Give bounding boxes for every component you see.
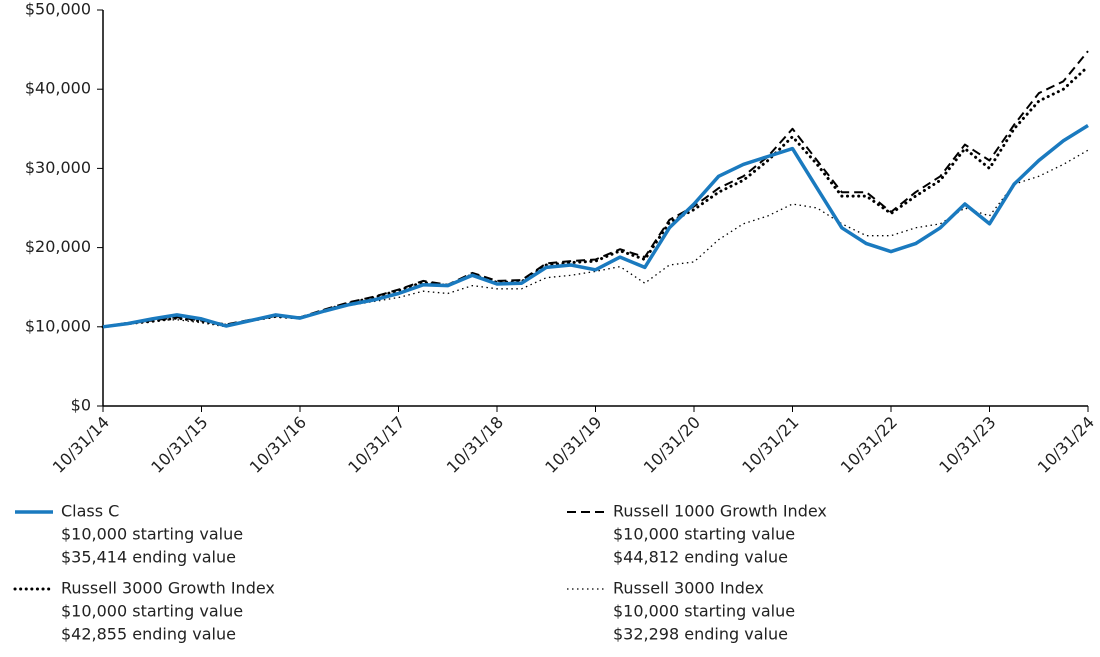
legend-note: $10,000 starting value (613, 602, 795, 621)
y-tick-label: $30,000 (25, 158, 91, 177)
x-tick-label: 10/31/19 (541, 413, 605, 477)
x-tick-label: 10/31/16 (246, 413, 310, 477)
legend-note: $10,000 starting value (613, 525, 795, 544)
legend-note: $10,000 starting value (61, 525, 243, 544)
x-tick-label: 10/31/20 (640, 413, 704, 477)
legend-note: $44,812 ending value (613, 548, 788, 567)
y-tick-label: $20,000 (25, 237, 91, 256)
series-line (102, 50, 1089, 328)
x-tick-label: 10/31/14 (49, 413, 113, 477)
x-tick-label: 10/31/21 (738, 413, 802, 477)
y-tick-label: $0 (71, 396, 91, 415)
series-line (102, 124, 1089, 329)
y-tick-label: $40,000 (25, 79, 91, 98)
legend-label: Russell 3000 Growth Index (61, 579, 275, 598)
legend-label: Class C (61, 502, 119, 521)
legend-note: $10,000 starting value (61, 602, 243, 621)
x-tick-label: 10/31/18 (443, 413, 507, 477)
legend-note: $42,855 ending value (61, 625, 236, 644)
y-tick-label: $10,000 (25, 316, 91, 335)
legend-note: $35,414 ending value (61, 548, 236, 567)
x-tick-label: 10/31/24 (1034, 413, 1098, 477)
legend-label: Russell 3000 Index (613, 579, 764, 598)
legend-label: Russell 1000 Growth Index (613, 502, 827, 521)
legend-note: $32,298 ending value (613, 625, 788, 644)
x-tick-label: 10/31/15 (147, 413, 211, 477)
y-tick-label: $50,000 (25, 0, 91, 19)
series-line (101, 65, 1090, 329)
x-tick-label: 10/31/17 (344, 413, 408, 477)
x-tick-label: 10/31/23 (935, 413, 999, 477)
x-tick-label: 10/31/22 (837, 413, 901, 477)
